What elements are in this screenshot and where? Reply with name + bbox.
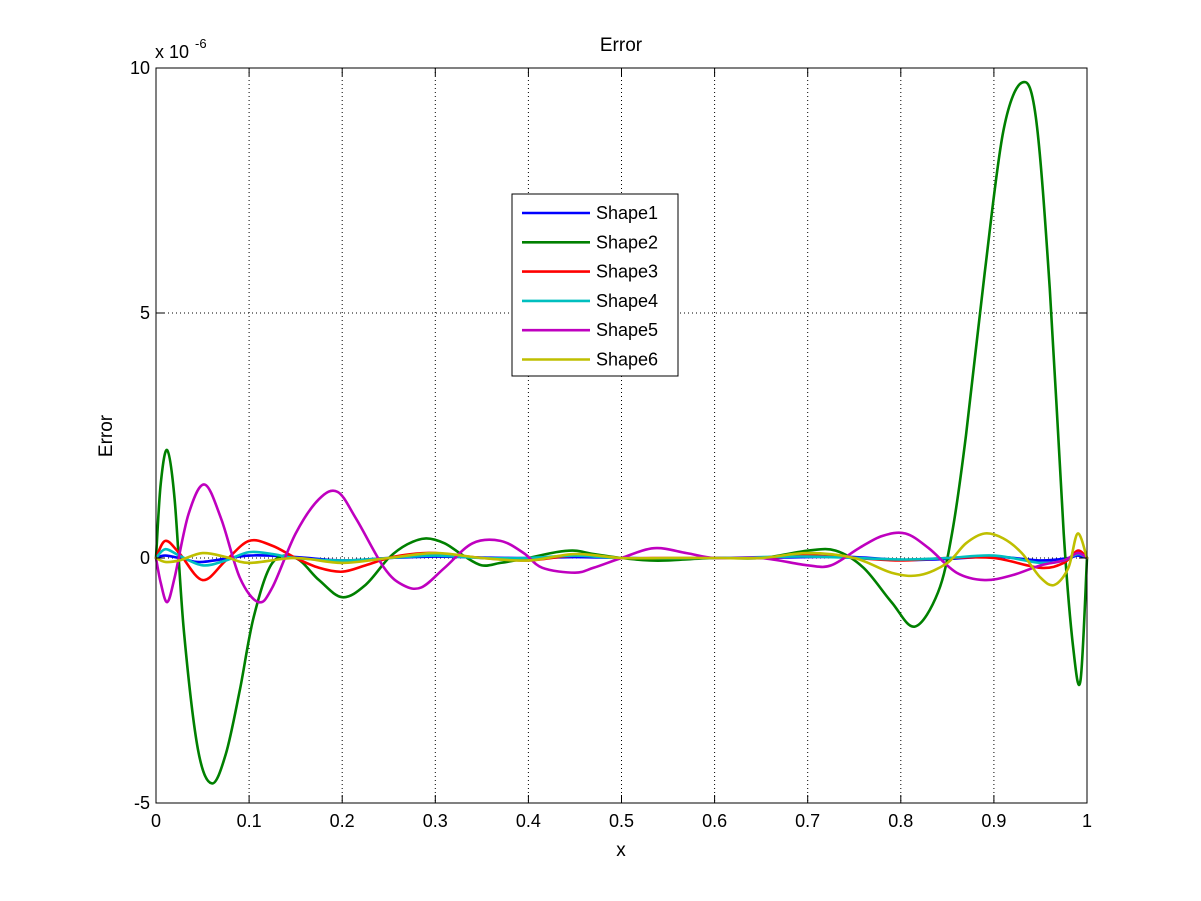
y-axis-label: Error: [96, 414, 117, 457]
y-tick-label: 10: [130, 58, 150, 78]
legend-label: Shape1: [596, 203, 658, 223]
x-tick-label: 0: [151, 811, 161, 831]
ticks: [155, 67, 1088, 804]
grid: [156, 68, 1087, 803]
x-tick-label: 0.3: [423, 811, 448, 831]
x-tick-label: 0.4: [516, 811, 541, 831]
series-line-shape2: [154, 80, 1089, 785]
legend-box: [511, 193, 679, 377]
legend-label: Shape2: [596, 232, 658, 252]
series-line-shape4: [154, 547, 1089, 567]
legend-label: Shape5: [596, 320, 658, 340]
legend-label: Shape3: [596, 262, 658, 282]
x-tick-label: 1: [1082, 811, 1092, 831]
legend: Shape1 Shape2 Shape3 Shape4 Shape5 Shape6: [511, 193, 679, 377]
y-axis-multiplier-exponent: -6: [195, 36, 207, 51]
x-tick-label: 0.8: [888, 811, 913, 831]
legend-entry-shape6: Shape6: [522, 350, 658, 370]
y-tick-label: 5: [140, 303, 150, 323]
legend-entry-shape1: Shape1: [522, 203, 658, 223]
x-tick-label: 0.6: [702, 811, 727, 831]
legend-label: Shape6: [596, 350, 658, 370]
y-tick-label: 0: [140, 548, 150, 568]
x-axis-label: x: [616, 840, 626, 861]
legend-entry-shape4: Shape4: [522, 291, 658, 311]
legend-label: Shape4: [596, 291, 658, 311]
y-tick-label: -5: [134, 793, 150, 813]
chart-title: Error: [600, 35, 643, 56]
x-tick-label: 0.7: [795, 811, 820, 831]
legend-entry-shape5: Shape5: [522, 320, 658, 340]
x-tick-label: 0.2: [330, 811, 355, 831]
legend-entry-shape2: Shape2: [522, 232, 658, 252]
series-group: [154, 80, 1089, 785]
x-tick-label: 0.9: [981, 811, 1006, 831]
legend-entry-shape3: Shape3: [522, 262, 658, 282]
x-tick-label: 0.5: [609, 811, 634, 831]
series-line-shape6: [154, 532, 1089, 587]
y-axis-multiplier: x 10: [155, 42, 189, 62]
x-tick-label: 0.1: [237, 811, 262, 831]
